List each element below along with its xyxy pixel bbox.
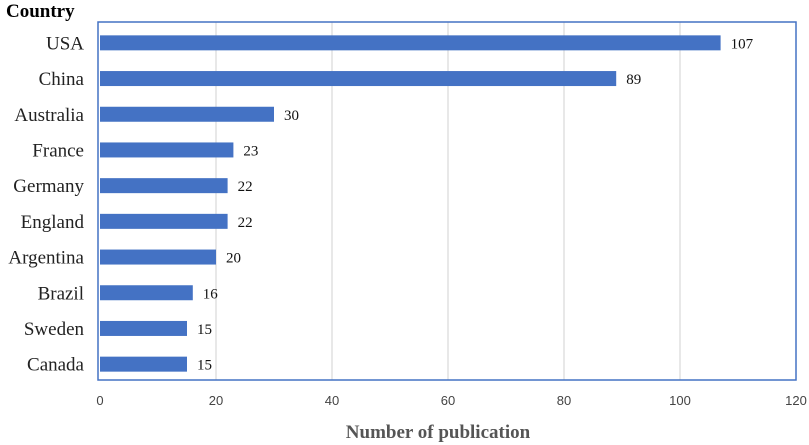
x-tick-label: 20 bbox=[209, 393, 223, 408]
value-label: 22 bbox=[238, 179, 253, 195]
value-labels: 107 89 30 23 22 22 20 16 15 15 bbox=[197, 36, 754, 373]
x-tick-labels: 0 20 40 60 80 100 120 bbox=[96, 393, 806, 408]
category-labels: USA China Australia France Germany England Arg… bbox=[8, 33, 84, 375]
x-tick-label: 100 bbox=[669, 393, 691, 408]
bar-sweden bbox=[100, 320, 187, 336]
value-label: 15 bbox=[197, 358, 212, 374]
bars bbox=[100, 35, 721, 372]
value-label: 23 bbox=[243, 143, 258, 159]
bar-england bbox=[100, 213, 228, 229]
x-tick-label: 0 bbox=[96, 393, 103, 408]
bar-argentina bbox=[100, 249, 216, 265]
value-label: 16 bbox=[203, 286, 219, 302]
x-axis-title: Number of publication bbox=[346, 422, 531, 443]
x-tick-label: 80 bbox=[557, 393, 571, 408]
value-label: 30 bbox=[284, 108, 299, 124]
x-tick-label: 40 bbox=[325, 393, 339, 408]
x-tick-label: 60 bbox=[441, 393, 455, 408]
plot-frame bbox=[97, 21, 797, 381]
category-label: France bbox=[32, 140, 84, 161]
value-label: 22 bbox=[238, 215, 253, 231]
category-label: Australia bbox=[14, 105, 84, 126]
bar-australia bbox=[100, 106, 274, 122]
category-label: Germany bbox=[13, 176, 84, 197]
bar-germany bbox=[100, 178, 228, 194]
value-label: 15 bbox=[197, 322, 212, 338]
category-label: England bbox=[21, 212, 85, 233]
bar-france bbox=[100, 142, 234, 158]
category-label: Argentina bbox=[8, 248, 84, 269]
y-axis-title: Country bbox=[6, 1, 75, 22]
category-label: China bbox=[39, 69, 85, 90]
x-tick-label: 120 bbox=[785, 393, 807, 408]
category-label: Sweden bbox=[24, 319, 85, 340]
category-label: Brazil bbox=[38, 283, 84, 304]
category-label: USA bbox=[46, 33, 84, 54]
bar-brazil bbox=[100, 285, 193, 301]
value-label: 107 bbox=[731, 36, 754, 52]
bar-china bbox=[100, 71, 617, 87]
value-label: 89 bbox=[626, 72, 641, 88]
value-label: 20 bbox=[226, 251, 241, 267]
bar-usa bbox=[100, 35, 721, 51]
category-label: Canada bbox=[27, 355, 85, 376]
bar-canada bbox=[100, 356, 187, 372]
